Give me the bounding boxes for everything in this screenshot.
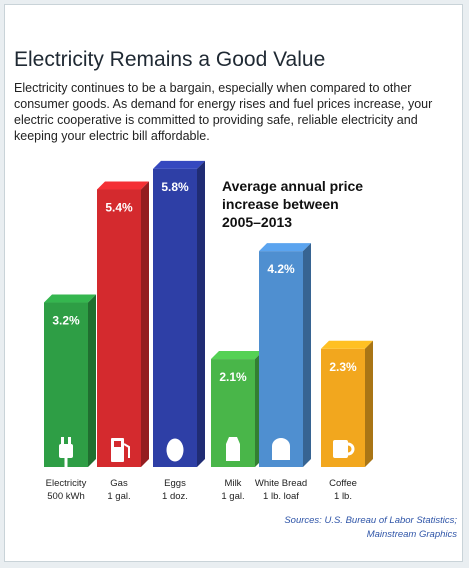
bar-side-face [303,243,311,467]
bar-value-label: 3.2% [52,314,80,328]
category-label: Coffee [329,478,357,489]
bread-icon [272,438,290,460]
bar-top-face [153,160,205,169]
bar-top-face [259,243,311,252]
bar-gas [97,189,141,467]
sources-note: Sources: U.S. Bureau of Labor Statistics… [284,514,457,542]
bar-value-label: 5.8% [161,180,189,194]
infographic-card [4,4,463,562]
category-label: Eggs [164,478,186,489]
milk-carton-icon [226,437,240,461]
bar-value-label: 2.3% [329,360,357,374]
bar-group: 3.2% Electricity 500 kWh 5.4% Gas 1 gal. 5.8% E… [44,160,373,502]
category-unit-label: 1 gal. [107,491,130,502]
bar-top-face [211,351,263,360]
bar-value-label: 4.2% [267,262,295,276]
category-unit-label: 1 lb. [334,491,352,502]
category-label: Gas [110,478,128,489]
sources-line-2: Mainstream Graphics [366,529,457,540]
plug-icon [59,437,73,467]
bar-electricity [44,302,88,467]
category-label: Milk [225,478,242,489]
mug-icon [333,440,355,458]
category-unit-label: 500 kWh [47,491,85,502]
bar-value-label: 2.1% [219,370,247,384]
bar-side-face [197,160,205,467]
category-label: White Bread [255,478,307,489]
category-unit-label: 1 lb. loaf [263,491,299,502]
bar-top-face [44,294,96,303]
bar-value-label: 5.4% [105,200,133,214]
chart-title-line-1: Average annual price [222,178,363,194]
chart-title-line-3: 2005–2013 [222,214,292,230]
egg-icon [166,438,184,462]
page-title: Electricity Remains a Good Value [14,48,326,71]
intro-paragraph: Electricity continues to be a bargain, e… [14,81,433,143]
bar-eggs [153,168,197,467]
category-unit-label: 1 gal. [221,491,244,502]
category-label: Electricity [46,478,87,489]
category-unit-label: 1 doz. [162,491,188,502]
sources-line-1: Sources: U.S. Bureau of Labor Statistics… [284,515,457,526]
bar-side-face [365,340,373,467]
bar-white-bread [259,251,303,467]
gas-pump-icon [111,438,130,462]
chart-title-line-2: increase between [222,196,339,212]
bar-side-face [141,181,149,467]
bar-side-face [88,294,96,467]
bar-top-face [321,340,373,349]
bar-top-face [97,181,149,190]
